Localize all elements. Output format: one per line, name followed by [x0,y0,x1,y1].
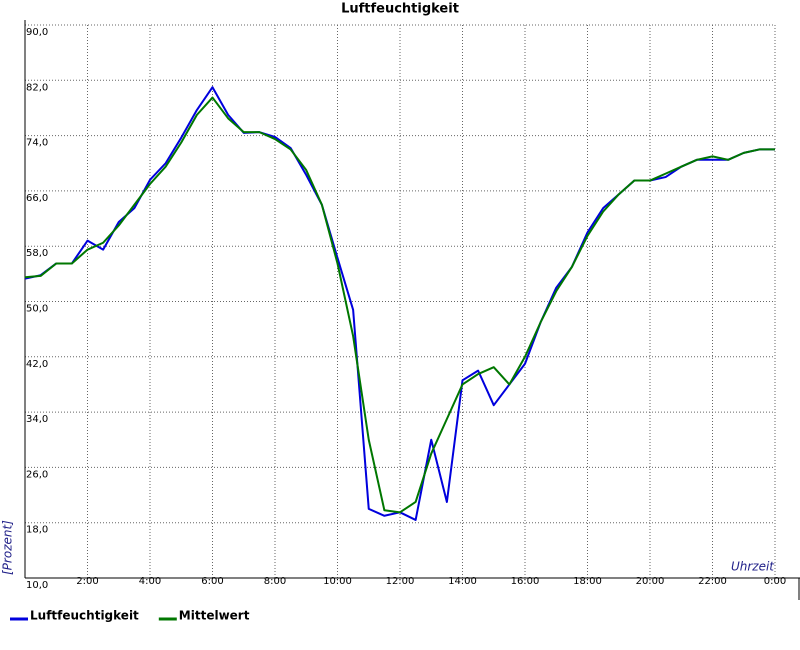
y-tick-label: 90,0 [26,27,48,38]
x-axis-label: Uhrzeit [731,560,775,574]
legend-label: Luftfeuchtigkeit [30,609,139,623]
x-tick-label: 20:00 [636,576,665,587]
chart-title: Luftfeuchtigkeit [341,2,459,17]
x-tick-label: 14:00 [448,576,477,587]
legend-label: Mittelwert [179,609,250,623]
x-tick-label: 10:00 [323,576,352,587]
x-tick-label: 16:00 [511,576,540,587]
y-tick-label: 82,0 [26,82,48,93]
y-tick-label: 34,0 [26,414,48,425]
y-tick-label: 74,0 [26,138,48,149]
y-tick-label: 42,0 [26,359,48,370]
x-tick-label: 8:00 [264,576,286,587]
x-tick-label: 0:00 [764,576,786,587]
y-axis-label: [Prozent] [1,520,15,575]
data-line [24,96,775,514]
x-tick-label: 12:00 [386,576,415,587]
y-tick-label: 26,0 [26,469,48,480]
legend: Luftfeuchtigkeit Mittelwert [10,609,250,623]
y-tick-label: 50,0 [26,304,48,315]
y-tick-label: 18,0 [26,525,48,536]
y-tick-label: 10,0 [26,580,48,591]
x-tick-label: 22:00 [698,576,727,587]
y-tick-label: 58,0 [26,248,48,259]
y-tick-label: 66,0 [26,193,48,204]
x-tick-label: 2:00 [76,576,98,587]
x-tick-label: 6:00 [201,576,223,587]
x-tick-label: 18:00 [573,576,602,587]
x-tick-label: 4:00 [139,576,161,587]
data-line [24,86,775,521]
